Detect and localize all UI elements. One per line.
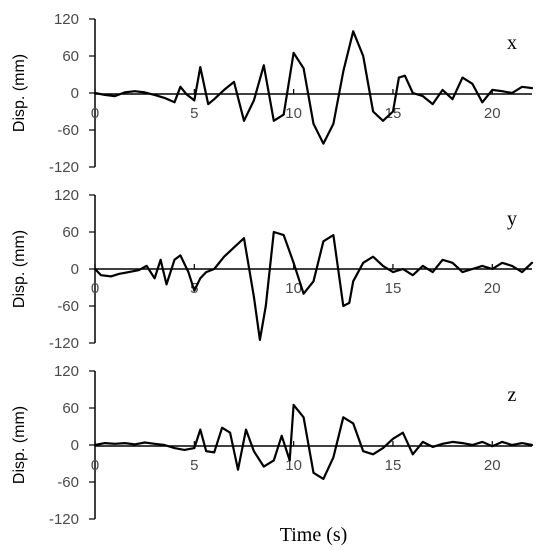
x-tick-label: 20 (484, 457, 501, 474)
series-line-x (93, 30, 534, 145)
x-tick-label: 0 (91, 457, 99, 474)
x-tick-label: 10 (285, 457, 302, 474)
y-tick-label: -120 (49, 511, 79, 528)
y-tick-label: 60 (62, 48, 79, 65)
x-tick-label: 20 (484, 105, 501, 122)
panel-z: 120 60 0 -60 -120 0 5 10 15 20 Disp. (mm) z (11, 363, 534, 528)
y-tick-label: -120 (49, 159, 79, 176)
x-tick-label: 10 (285, 105, 302, 122)
x-tick-label: 15 (385, 280, 402, 297)
x-axis-title: Time (s) (280, 524, 348, 546)
x-tick-label: 10 (285, 280, 302, 297)
y-axis-title: Disp. (mm) (11, 230, 28, 308)
y-tick-label: -120 (49, 335, 79, 352)
series-line-y (93, 230, 534, 341)
panel-label: z (508, 384, 517, 406)
x-tick-label: 20 (484, 280, 501, 297)
y-tick-label: -60 (57, 474, 79, 491)
x-tick-label: 0 (91, 105, 99, 122)
y-tick-label: -60 (57, 298, 79, 315)
panel-x: 120 60 0 -60 -120 0 5 10 15 20 Disp. (mm) x (11, 11, 534, 176)
y-tick-label: 60 (62, 224, 79, 241)
y-tick-label: 120 (54, 11, 79, 28)
y-tick-label: 120 (54, 363, 79, 380)
y-tick-label: -60 (57, 122, 79, 139)
y-tick-label: 120 (54, 187, 79, 204)
panel-label: x (507, 32, 517, 54)
x-tick-label: 15 (385, 457, 402, 474)
y-tick-label: 0 (71, 437, 79, 454)
y-tick-label: 0 (71, 85, 79, 102)
x-tick-label: 5 (190, 457, 198, 474)
x-tick-label: 5 (190, 105, 198, 122)
series-line-z (93, 403, 534, 480)
y-tick-label: 60 (62, 400, 79, 417)
y-axis-title: Disp. (mm) (11, 54, 28, 132)
y-axis-title: Disp. (mm) (11, 406, 28, 484)
y-tick-label: 0 (71, 261, 79, 278)
x-tick-label: 0 (91, 280, 99, 297)
panel-label: y (507, 208, 517, 230)
x-tick-label: 15 (385, 105, 402, 122)
